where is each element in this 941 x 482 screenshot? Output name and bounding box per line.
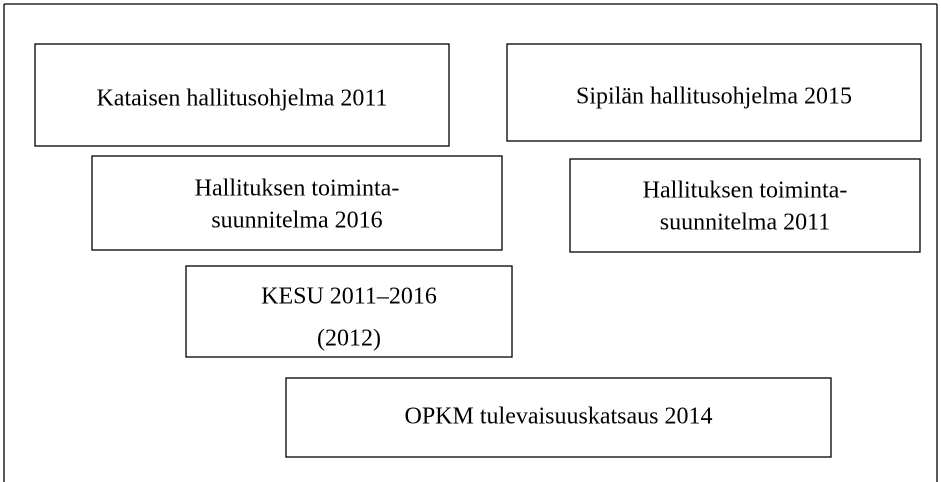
node-box bbox=[569, 158, 921, 253]
node-box bbox=[285, 377, 832, 458]
node-label: Kataisen hallitusohjelma 2011 bbox=[96, 86, 387, 112]
node-label: (2012) bbox=[317, 326, 381, 352]
node-label: suunnitelma 2016 bbox=[211, 208, 382, 234]
node-box bbox=[506, 43, 922, 142]
node-label: OPKM tulevaisuuskatsaus 2014 bbox=[405, 404, 713, 430]
node-label: Sipilän hallitusohjelma 2015 bbox=[576, 84, 852, 110]
node-label: Hallituksen toiminta- bbox=[195, 176, 400, 202]
node-box bbox=[34, 43, 450, 147]
node-label: KESU 2011–2016 bbox=[261, 284, 437, 310]
node-label: Hallituksen toiminta- bbox=[643, 178, 848, 204]
node-label: suunnitelma 2011 bbox=[660, 210, 830, 236]
node-box bbox=[185, 265, 513, 358]
node-box bbox=[91, 155, 503, 251]
